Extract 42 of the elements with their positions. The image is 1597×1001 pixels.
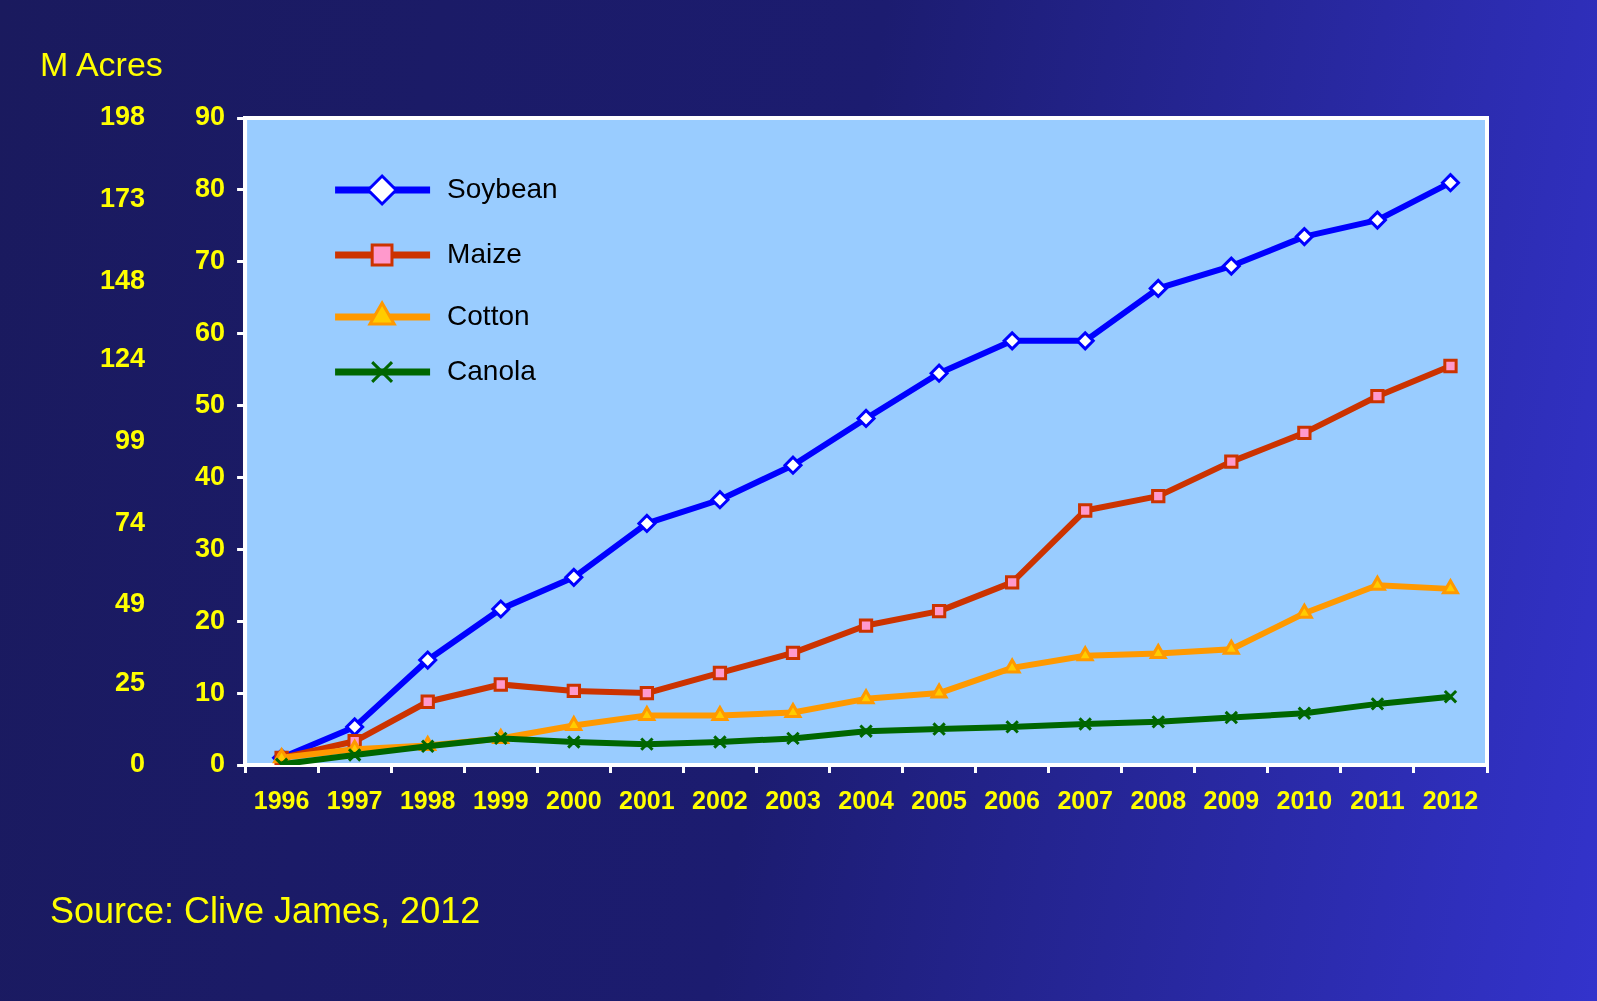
- x-tick-label: 1999: [472, 785, 529, 814]
- x-tick-label: 1996: [253, 785, 310, 814]
- y-tick-label: 50: [195, 389, 226, 420]
- y-tick-label: 30: [195, 532, 226, 563]
- x-tick-label: 2007: [1057, 785, 1114, 814]
- legend-label: Cotton: [447, 299, 530, 331]
- y-tick-label: 70: [195, 245, 226, 276]
- source-note: Source: Clive James, 2012: [50, 890, 481, 932]
- y-tick-label: 60: [195, 317, 226, 348]
- y-tick-label: 20: [195, 604, 226, 635]
- y2-tick-label: 25: [115, 666, 146, 697]
- y-tick-label: 40: [195, 460, 226, 491]
- x-tick-label: 2012: [1422, 785, 1479, 814]
- y2-tick-label: 49: [115, 588, 146, 619]
- x-tick-label: 2006: [984, 785, 1040, 814]
- y-tick-label: 80: [195, 173, 226, 204]
- x-tick-label: 2002: [692, 785, 748, 814]
- y2-tick-label: 99: [115, 424, 146, 455]
- x-tick-label: 2004: [838, 785, 894, 814]
- x-tick-label: 1998: [399, 785, 456, 814]
- y2-tick-label: 198: [99, 101, 146, 132]
- x-tick-label: 2011: [1350, 785, 1405, 814]
- legend-label: Soybean: [447, 172, 558, 204]
- x-tick-label: 1997: [326, 785, 383, 814]
- y-tick-label: 0: [210, 748, 226, 779]
- y-tick-label: 90: [195, 101, 226, 132]
- y2-tick-label: 74: [115, 506, 146, 537]
- x-tick-label: 2000: [546, 785, 602, 814]
- y2-axis-title: M Acres: [40, 45, 163, 84]
- x-tick-label: 2008: [1130, 785, 1187, 814]
- y2-tick-label: 148: [99, 264, 146, 295]
- x-tick-label: 2009: [1203, 785, 1260, 814]
- x-tick-label: 2010: [1276, 785, 1333, 814]
- y2-tick-label: 173: [99, 183, 146, 214]
- x-tick-label: 2001: [619, 785, 675, 814]
- legend-label: Maize: [447, 237, 522, 269]
- y2-tick-label: 124: [99, 343, 146, 374]
- y2-tick-label: 0: [130, 748, 146, 779]
- x-tick-label: 2003: [765, 785, 821, 814]
- y-tick-label: 10: [195, 676, 226, 707]
- x-tick-label: 2005: [911, 785, 967, 814]
- legend-label: Canola: [447, 354, 537, 386]
